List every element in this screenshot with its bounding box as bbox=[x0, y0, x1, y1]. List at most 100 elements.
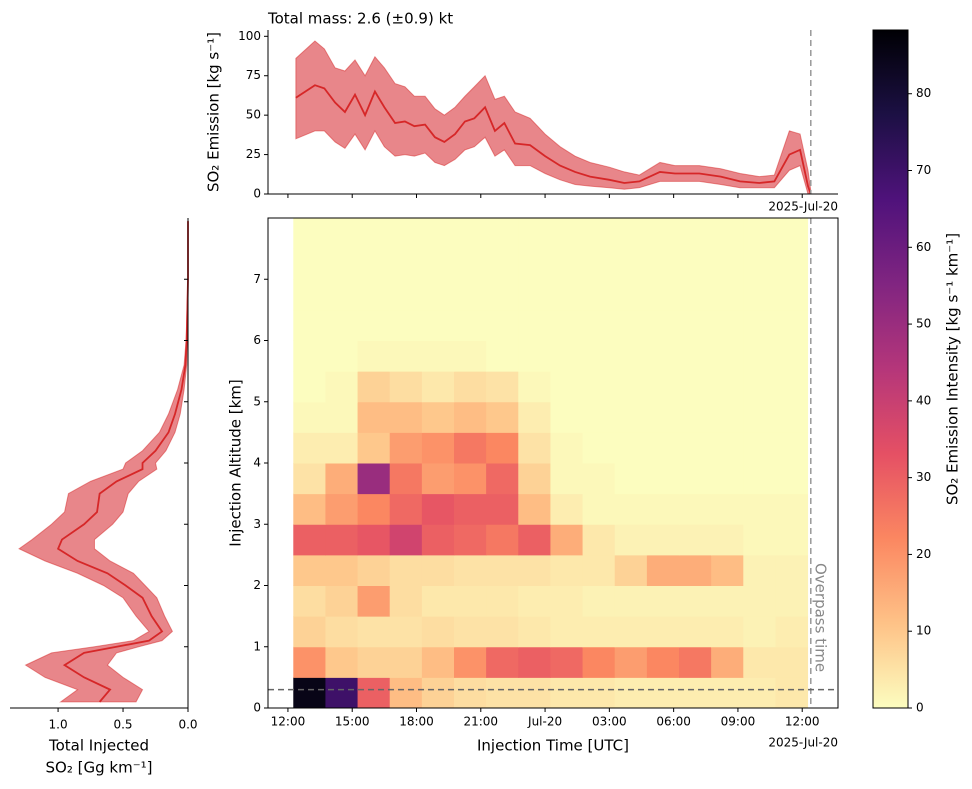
offset-label: 2025-Jul-20 bbox=[768, 200, 838, 214]
offset-label: 2025-Jul-20 bbox=[768, 736, 838, 750]
heatmap-cell bbox=[550, 463, 584, 495]
heatmap-cell bbox=[743, 218, 776, 250]
heatmap-cell bbox=[421, 585, 455, 617]
heatmap-cell bbox=[646, 585, 680, 617]
heatmap-cell bbox=[614, 279, 648, 311]
heatmap-cell bbox=[293, 401, 326, 433]
heatmap-cell bbox=[646, 524, 680, 556]
heatmap-cell bbox=[775, 309, 809, 341]
heatmap-cell bbox=[614, 248, 648, 280]
x-tick-label: 21:00 bbox=[463, 715, 498, 729]
heatmap-cell bbox=[550, 218, 584, 250]
colorbar-tick-label: 0 bbox=[916, 701, 924, 715]
heatmap-cell bbox=[711, 401, 744, 433]
heatmap-cell bbox=[614, 463, 648, 495]
y-tick-label: 75 bbox=[246, 68, 261, 82]
heatmap-cell bbox=[711, 616, 744, 648]
heatmap-cell bbox=[582, 554, 616, 586]
heatmap-cell bbox=[743, 585, 776, 617]
heatmap-cell bbox=[775, 432, 809, 464]
heatmap-cell bbox=[486, 646, 519, 678]
heatmap-cell bbox=[582, 585, 616, 617]
heatmap-cell bbox=[550, 279, 584, 311]
heatmap-cell bbox=[454, 524, 487, 556]
heatmap-cell bbox=[775, 401, 809, 433]
y-tick-label: 5 bbox=[253, 394, 261, 408]
heatmap-cell bbox=[293, 432, 326, 464]
heatmap-cell bbox=[454, 248, 487, 280]
heatmap-cell bbox=[389, 309, 423, 341]
heatmap-cell bbox=[775, 524, 809, 556]
heatmap-cell bbox=[614, 646, 648, 678]
heatmap-cell bbox=[775, 585, 809, 617]
y-tick-label: 1 bbox=[253, 639, 261, 653]
heatmap-cell bbox=[775, 616, 809, 648]
heatmap-cell bbox=[614, 401, 648, 433]
heatmap-cell bbox=[550, 248, 584, 280]
heatmap-cell bbox=[775, 554, 809, 586]
heatmap-cell bbox=[582, 401, 616, 433]
heatmap-cell bbox=[293, 279, 326, 311]
heatmap-cell bbox=[743, 554, 776, 586]
heatmap-cell bbox=[646, 554, 680, 586]
heatmap-cell bbox=[743, 463, 776, 495]
heatmap-cell bbox=[679, 524, 712, 556]
heatmap-cell bbox=[454, 340, 487, 372]
heatmap-cell bbox=[389, 524, 423, 556]
x-tick-label: 1.0 bbox=[49, 718, 68, 732]
heatmap-cell bbox=[454, 493, 487, 525]
heatmap-cell bbox=[486, 554, 519, 586]
heatmap-cell bbox=[421, 432, 455, 464]
heatmap-cell bbox=[454, 646, 487, 678]
heatmap-cell bbox=[550, 524, 584, 556]
heatmap-cell bbox=[325, 616, 359, 648]
x-tick-label: 18:00 bbox=[399, 715, 434, 729]
heatmap-cell bbox=[582, 493, 616, 525]
heatmap-cell bbox=[711, 218, 744, 250]
y-tick-label: 6 bbox=[253, 333, 261, 347]
heatmap-cell bbox=[293, 463, 326, 495]
heatmap-cell bbox=[357, 218, 391, 250]
heatmap-cell bbox=[421, 248, 455, 280]
heatmap-cell bbox=[486, 248, 519, 280]
heatmap-cell bbox=[486, 279, 519, 311]
heatmap-cell bbox=[454, 432, 487, 464]
heatmap-cell bbox=[486, 677, 519, 709]
heatmap-cell bbox=[421, 279, 455, 311]
heatmap-cell bbox=[582, 432, 616, 464]
heatmap-cell bbox=[646, 371, 680, 403]
vline-label: Overpass time bbox=[811, 563, 829, 672]
heatmap-cell bbox=[743, 677, 776, 709]
heatmap-cell bbox=[550, 493, 584, 525]
heatmap-cell bbox=[614, 677, 648, 709]
heatmap-cell bbox=[582, 616, 616, 648]
heatmap-cell bbox=[614, 371, 648, 403]
heatmap-cell bbox=[679, 340, 712, 372]
heatmap-cell bbox=[679, 554, 712, 586]
heatmap-cell bbox=[389, 554, 423, 586]
heatmap-cell bbox=[518, 248, 551, 280]
heatmap-cell bbox=[646, 677, 680, 709]
heatmap-cell bbox=[582, 371, 616, 403]
heatmap-cell bbox=[389, 646, 423, 678]
heatmap-cell bbox=[679, 279, 712, 311]
heatmap-cell bbox=[518, 677, 551, 709]
heatmap-cell bbox=[743, 309, 776, 341]
heatmap-cell bbox=[325, 309, 359, 341]
heatmap-cell bbox=[293, 554, 326, 586]
heatmap-cell bbox=[646, 493, 680, 525]
y-tick-label: 3 bbox=[253, 517, 261, 531]
heatmap-cell bbox=[389, 248, 423, 280]
heatmap-cell bbox=[646, 309, 680, 341]
heatmap-cell bbox=[486, 524, 519, 556]
heatmap-cell bbox=[293, 493, 326, 525]
heatmap-cell bbox=[711, 646, 744, 678]
heatmap-cell bbox=[293, 646, 326, 678]
heatmap-cell bbox=[389, 616, 423, 648]
heatmap-cell bbox=[679, 616, 712, 648]
chart-title: Total mass: 2.6 (±0.9) kt bbox=[267, 10, 453, 28]
heatmap-cell bbox=[325, 554, 359, 586]
heatmap-cell bbox=[357, 371, 391, 403]
y-tick-label: 2 bbox=[253, 578, 261, 592]
